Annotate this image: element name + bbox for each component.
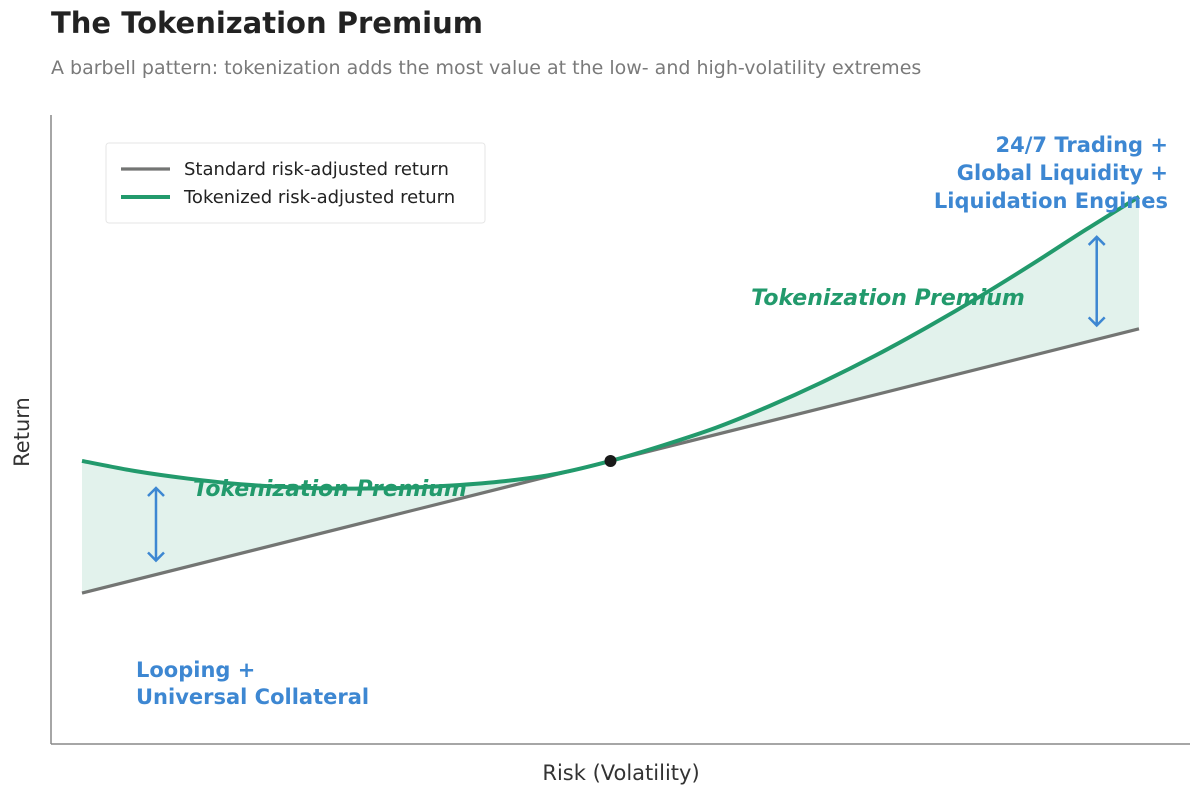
chart-title: The Tokenization Premium [51, 6, 483, 40]
annotation-right-line-2: Global Liquidity + [957, 161, 1168, 185]
annotation-premium-right: Tokenization Premium [751, 286, 1025, 311]
annotation-premium-left: Tokenization Premium [193, 477, 467, 502]
annotation-right-line-3: Liquidation Engines [934, 189, 1168, 213]
y-axis-label: Return [10, 397, 34, 467]
gap-arrow-right [1087, 235, 1106, 328]
legend-label-tokenized: Tokenized risk-adjusted return [183, 187, 455, 208]
annotation-left-line-2: Universal Collateral [136, 685, 369, 709]
crossover-point [604, 454, 617, 467]
annotation-left-line-1: Looping + [136, 658, 255, 682]
legend-label-standard: Standard risk-adjusted return [184, 159, 449, 180]
annotation-right-line-1: 24/7 Trading + [996, 133, 1168, 157]
premium-fill-area [82, 196, 1139, 594]
gap-arrow-left [147, 486, 165, 563]
legend: Standard risk-adjusted return Tokenized … [105, 142, 486, 224]
legend-box [105, 142, 486, 224]
chart-subtitle: A barbell pattern: tokenization adds the… [51, 57, 921, 79]
x-axis-label: Risk (Volatility) [542, 761, 699, 785]
